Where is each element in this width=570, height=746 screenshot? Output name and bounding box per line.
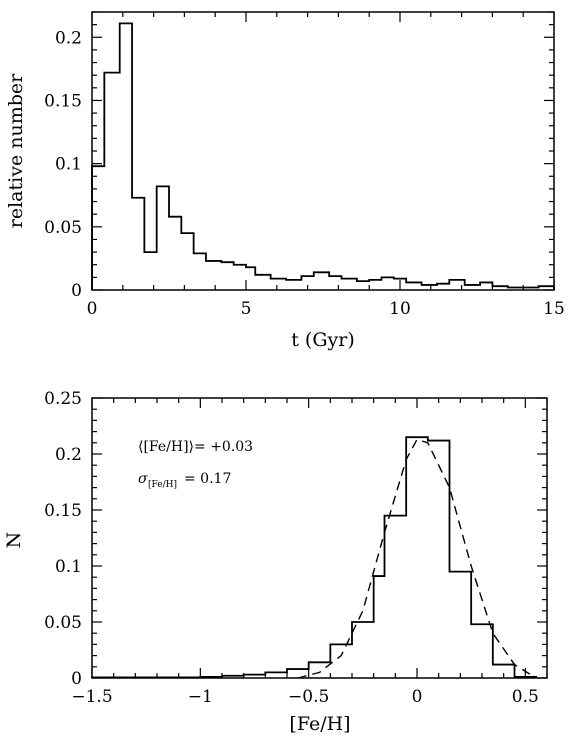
- annotation-mean: ⟨[Fe/H]⟩= +0.03: [138, 439, 253, 455]
- top-x-axis-label: t (Gyr): [291, 329, 355, 351]
- bottom-x-tick-label: −1.5: [71, 687, 112, 707]
- top-y-tick-label: 0: [71, 281, 82, 301]
- top-tick-labels: 0 5 10 15 0 0.05 0.1 0.15 0.2: [44, 28, 565, 319]
- bottom-x-axis-label: [Fe/H]: [289, 713, 350, 735]
- bottom-y-tick-label: 0: [71, 669, 82, 689]
- bottom-y-tick-label: 0.15: [44, 501, 82, 521]
- bottom-y-tick-label: 0.25: [44, 389, 82, 409]
- bottom-x-tick-label: 0: [412, 687, 423, 707]
- top-y-tick-label: 0.1: [55, 155, 82, 175]
- bottom-y-tick-label: 0.05: [44, 613, 82, 633]
- top-y-tick-label: 0.05: [44, 218, 82, 238]
- top-y-axis-label: relative number: [5, 73, 27, 228]
- top-x-tick-label: 15: [543, 299, 565, 319]
- bottom-tick-labels: −1.5 −1 −0.5 0 0.5 0 0.05 0.1 0.15 0.2 0.25: [44, 389, 539, 707]
- annotation-sigma-value: = 0.17: [184, 471, 231, 487]
- top-x-tick-label: 5: [241, 299, 252, 319]
- top-plot-frame: [91, 11, 555, 291]
- bottom-histogram-line: [91, 436, 538, 679]
- bottom-y-tick-label: 0.2: [55, 445, 82, 465]
- top-x-tick-label: 10: [389, 299, 411, 319]
- annotation-sigma-subscript: [Fe/H]: [148, 480, 177, 490]
- bottom-y-tick-label: 0.1: [55, 557, 82, 577]
- bottom-ticks: [91, 397, 548, 679]
- top-x-tick-label: 0: [87, 299, 98, 319]
- bottom-y-axis-label: N: [3, 532, 25, 549]
- bottom-plot-frame: [91, 397, 548, 679]
- bottom-panel: −1.5 −1 −0.5 0 0.5 0 0.05 0.1 0.15 0.2 0.25 ⟨[Fe/H…: [3, 389, 548, 735]
- annotation-sigma: σ [Fe/H] = 0.17: [138, 471, 231, 490]
- top-histogram-line: [91, 22, 555, 290]
- top-y-tick-label: 0.15: [44, 91, 82, 111]
- top-ticks: [91, 11, 555, 291]
- top-panel: 0 5 10 15 0 0.05 0.1 0.15 0.2 t (Gyr) relative n…: [5, 11, 565, 351]
- top-y-tick-label: 0.2: [55, 28, 82, 48]
- annotation-sigma-symbol: σ: [138, 471, 148, 487]
- bottom-x-tick-label: 0.5: [512, 687, 539, 707]
- gaussian-fit-curve: [297, 438, 537, 679]
- bottom-x-tick-label: −1: [188, 687, 213, 707]
- bottom-x-tick-label: −0.5: [288, 687, 329, 707]
